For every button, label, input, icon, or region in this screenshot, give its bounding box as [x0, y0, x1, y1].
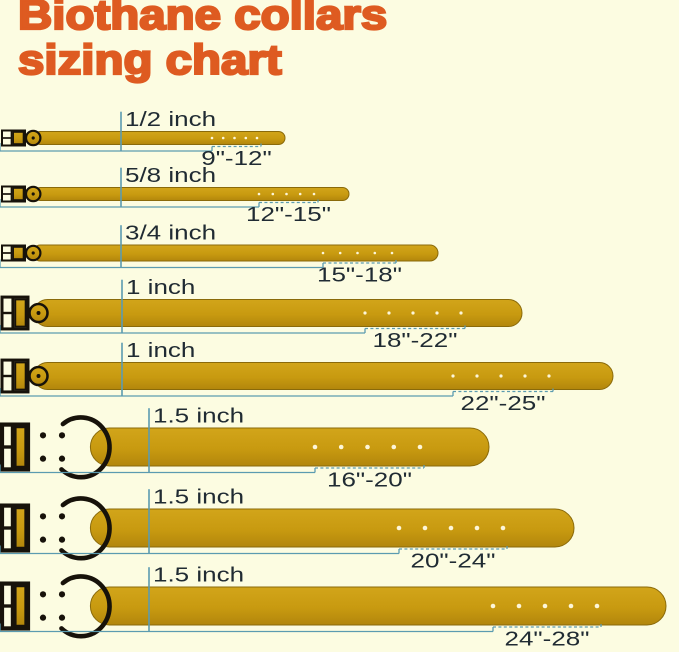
svg-text:22"-25": 22"-25" [461, 392, 546, 414]
svg-text:1.5 inch: 1.5 inch [153, 564, 244, 586]
svg-text:20"-24": 20"-24" [411, 549, 496, 571]
svg-text:24"-28": 24"-28" [505, 627, 590, 649]
svg-text:1 inch: 1 inch [126, 276, 195, 298]
svg-text:16"-20": 16"-20" [327, 468, 412, 490]
svg-text:12"-15": 12"-15" [246, 203, 331, 225]
svg-text:15"-18": 15"-18" [317, 263, 402, 285]
svg-text:1.5 inch: 1.5 inch [153, 486, 244, 508]
svg-text:1 inch: 1 inch [126, 339, 195, 361]
svg-text:1/2 inch: 1/2 inch [125, 108, 216, 130]
svg-text:5/8 inch: 5/8 inch [125, 164, 216, 186]
svg-text:1.5 inch: 1.5 inch [153, 405, 244, 427]
svg-text:18"-22": 18"-22" [373, 329, 458, 351]
svg-text:3/4 inch: 3/4 inch [125, 222, 216, 244]
